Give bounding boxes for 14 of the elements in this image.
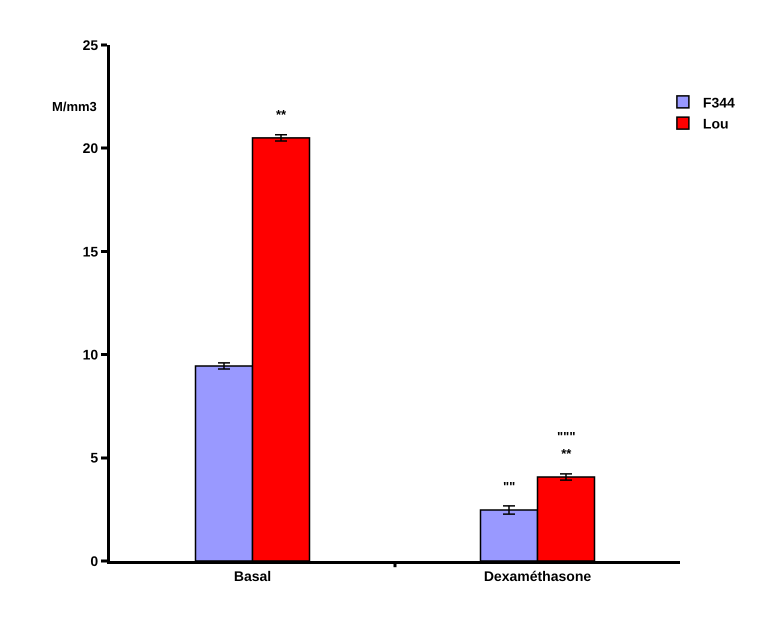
x-tick-label: Basal: [234, 568, 272, 584]
y-tick-label: 20: [82, 140, 98, 156]
y-tick-label: 5: [90, 450, 98, 466]
x-tick-label: Dexaméthasone: [484, 568, 592, 584]
y-tick-label: 15: [82, 243, 98, 260]
legend-label: Lou: [702, 116, 729, 132]
legend-label: F344: [702, 94, 736, 110]
annotation: "": [503, 479, 516, 494]
y-axis-title: M/mm3: [52, 99, 97, 114]
annotation: """ **: [557, 429, 576, 461]
y-tick-label: 10: [82, 346, 98, 362]
y-tick-label: 0: [90, 552, 98, 569]
annotation: **: [276, 107, 288, 122]
y-tick-label: 25: [82, 36, 98, 53]
